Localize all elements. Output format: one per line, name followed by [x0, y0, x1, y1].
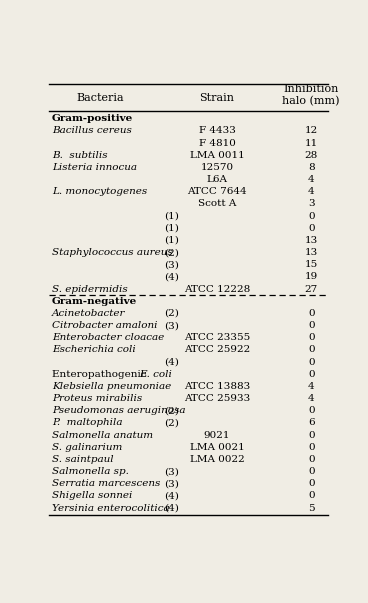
Text: 0: 0: [308, 309, 315, 318]
Text: Enterobacter cloacae: Enterobacter cloacae: [52, 333, 164, 343]
Text: 15: 15: [305, 260, 318, 270]
Text: Strain: Strain: [199, 93, 235, 103]
Text: ATCC 7644: ATCC 7644: [187, 188, 247, 197]
Text: Gram-negative: Gram-negative: [52, 297, 137, 306]
Text: 0: 0: [308, 358, 315, 367]
Text: (3): (3): [164, 321, 179, 330]
Text: 4: 4: [308, 175, 315, 184]
Text: S. epidermidis: S. epidermidis: [52, 285, 127, 294]
Text: LMA 0021: LMA 0021: [190, 443, 244, 452]
Text: 9021: 9021: [204, 431, 230, 440]
Text: ATCC 13883: ATCC 13883: [184, 382, 250, 391]
Text: Serratia marcescens: Serratia marcescens: [52, 479, 160, 488]
Text: 28: 28: [305, 151, 318, 160]
Text: 0: 0: [308, 224, 315, 233]
Text: 0: 0: [308, 479, 315, 488]
Text: Salmonella anatum: Salmonella anatum: [52, 431, 153, 440]
Text: L. monocytogenes: L. monocytogenes: [52, 188, 147, 197]
Text: (1): (1): [164, 224, 179, 233]
Text: Pseudomonas aeruginosa: Pseudomonas aeruginosa: [52, 406, 185, 415]
Text: 0: 0: [308, 431, 315, 440]
Text: (2): (2): [164, 418, 179, 428]
Text: Inhibition
halo (mm): Inhibition halo (mm): [283, 84, 340, 106]
Text: 13: 13: [305, 236, 318, 245]
Text: Proteus mirabilis: Proteus mirabilis: [52, 394, 142, 403]
Text: (2): (2): [164, 406, 179, 415]
Text: ATCC 25922: ATCC 25922: [184, 346, 250, 355]
Text: F 4433: F 4433: [199, 127, 236, 136]
Text: 0: 0: [308, 346, 315, 355]
Text: 0: 0: [308, 443, 315, 452]
Text: 12: 12: [305, 127, 318, 136]
Text: (1): (1): [164, 236, 179, 245]
Text: 0: 0: [308, 333, 315, 343]
Text: ATCC 25933: ATCC 25933: [184, 394, 250, 403]
Text: (3): (3): [164, 467, 179, 476]
Text: 4: 4: [308, 382, 315, 391]
Text: 8: 8: [308, 163, 315, 172]
Text: 5: 5: [308, 504, 315, 513]
Text: (2): (2): [164, 248, 179, 257]
Text: 13: 13: [305, 248, 318, 257]
Text: Enteropathogenic: Enteropathogenic: [52, 370, 149, 379]
Text: Shigella sonnei: Shigella sonnei: [52, 491, 132, 500]
Text: P.  maltophila: P. maltophila: [52, 418, 122, 428]
Text: S. saintpaul: S. saintpaul: [52, 455, 113, 464]
Text: L6A: L6A: [206, 175, 228, 184]
Text: 4: 4: [308, 188, 315, 197]
Text: 0: 0: [308, 467, 315, 476]
Text: 11: 11: [305, 139, 318, 148]
Text: ATCC 23355: ATCC 23355: [184, 333, 250, 343]
Text: Scott A: Scott A: [198, 200, 236, 209]
Text: Listeria innocua: Listeria innocua: [52, 163, 137, 172]
Text: (4): (4): [164, 358, 179, 367]
Text: 6: 6: [308, 418, 315, 428]
Text: E. coli: E. coli: [139, 370, 171, 379]
Text: Gram-positive: Gram-positive: [52, 115, 133, 123]
Text: LMA 0022: LMA 0022: [190, 455, 244, 464]
Text: (4): (4): [164, 491, 179, 500]
Text: Escherichia coli: Escherichia coli: [52, 346, 135, 355]
Text: (2): (2): [164, 309, 179, 318]
Text: 27: 27: [305, 285, 318, 294]
Text: Yersinia enterocolitica: Yersinia enterocolitica: [52, 504, 169, 513]
Text: 0: 0: [308, 321, 315, 330]
Text: (4): (4): [164, 504, 179, 513]
Text: 0: 0: [308, 406, 315, 415]
Text: (3): (3): [164, 479, 179, 488]
Text: Staphylococcus aureus: Staphylococcus aureus: [52, 248, 173, 257]
Text: B.  subtilis: B. subtilis: [52, 151, 107, 160]
Text: 0: 0: [308, 212, 315, 221]
Text: (1): (1): [164, 212, 179, 221]
Text: 0: 0: [308, 455, 315, 464]
Text: 3: 3: [308, 200, 315, 209]
Text: 0: 0: [308, 491, 315, 500]
Text: Klebsiella pneumoniae: Klebsiella pneumoniae: [52, 382, 171, 391]
Text: ATCC 12228: ATCC 12228: [184, 285, 250, 294]
Text: 19: 19: [305, 273, 318, 282]
Text: Citrobacter amaloni: Citrobacter amaloni: [52, 321, 157, 330]
Text: (3): (3): [164, 260, 179, 270]
Text: F 4810: F 4810: [199, 139, 236, 148]
Text: Bacteria: Bacteria: [77, 93, 124, 103]
Text: Salmonella sp.: Salmonella sp.: [52, 467, 128, 476]
Text: LMA 0011: LMA 0011: [190, 151, 244, 160]
Text: 4: 4: [308, 394, 315, 403]
Text: 12570: 12570: [201, 163, 234, 172]
Text: S. galinarium: S. galinarium: [52, 443, 122, 452]
Text: (4): (4): [164, 273, 179, 282]
Text: 0: 0: [308, 370, 315, 379]
Text: Acinetobacter: Acinetobacter: [52, 309, 125, 318]
Text: Bacillus cereus: Bacillus cereus: [52, 127, 132, 136]
